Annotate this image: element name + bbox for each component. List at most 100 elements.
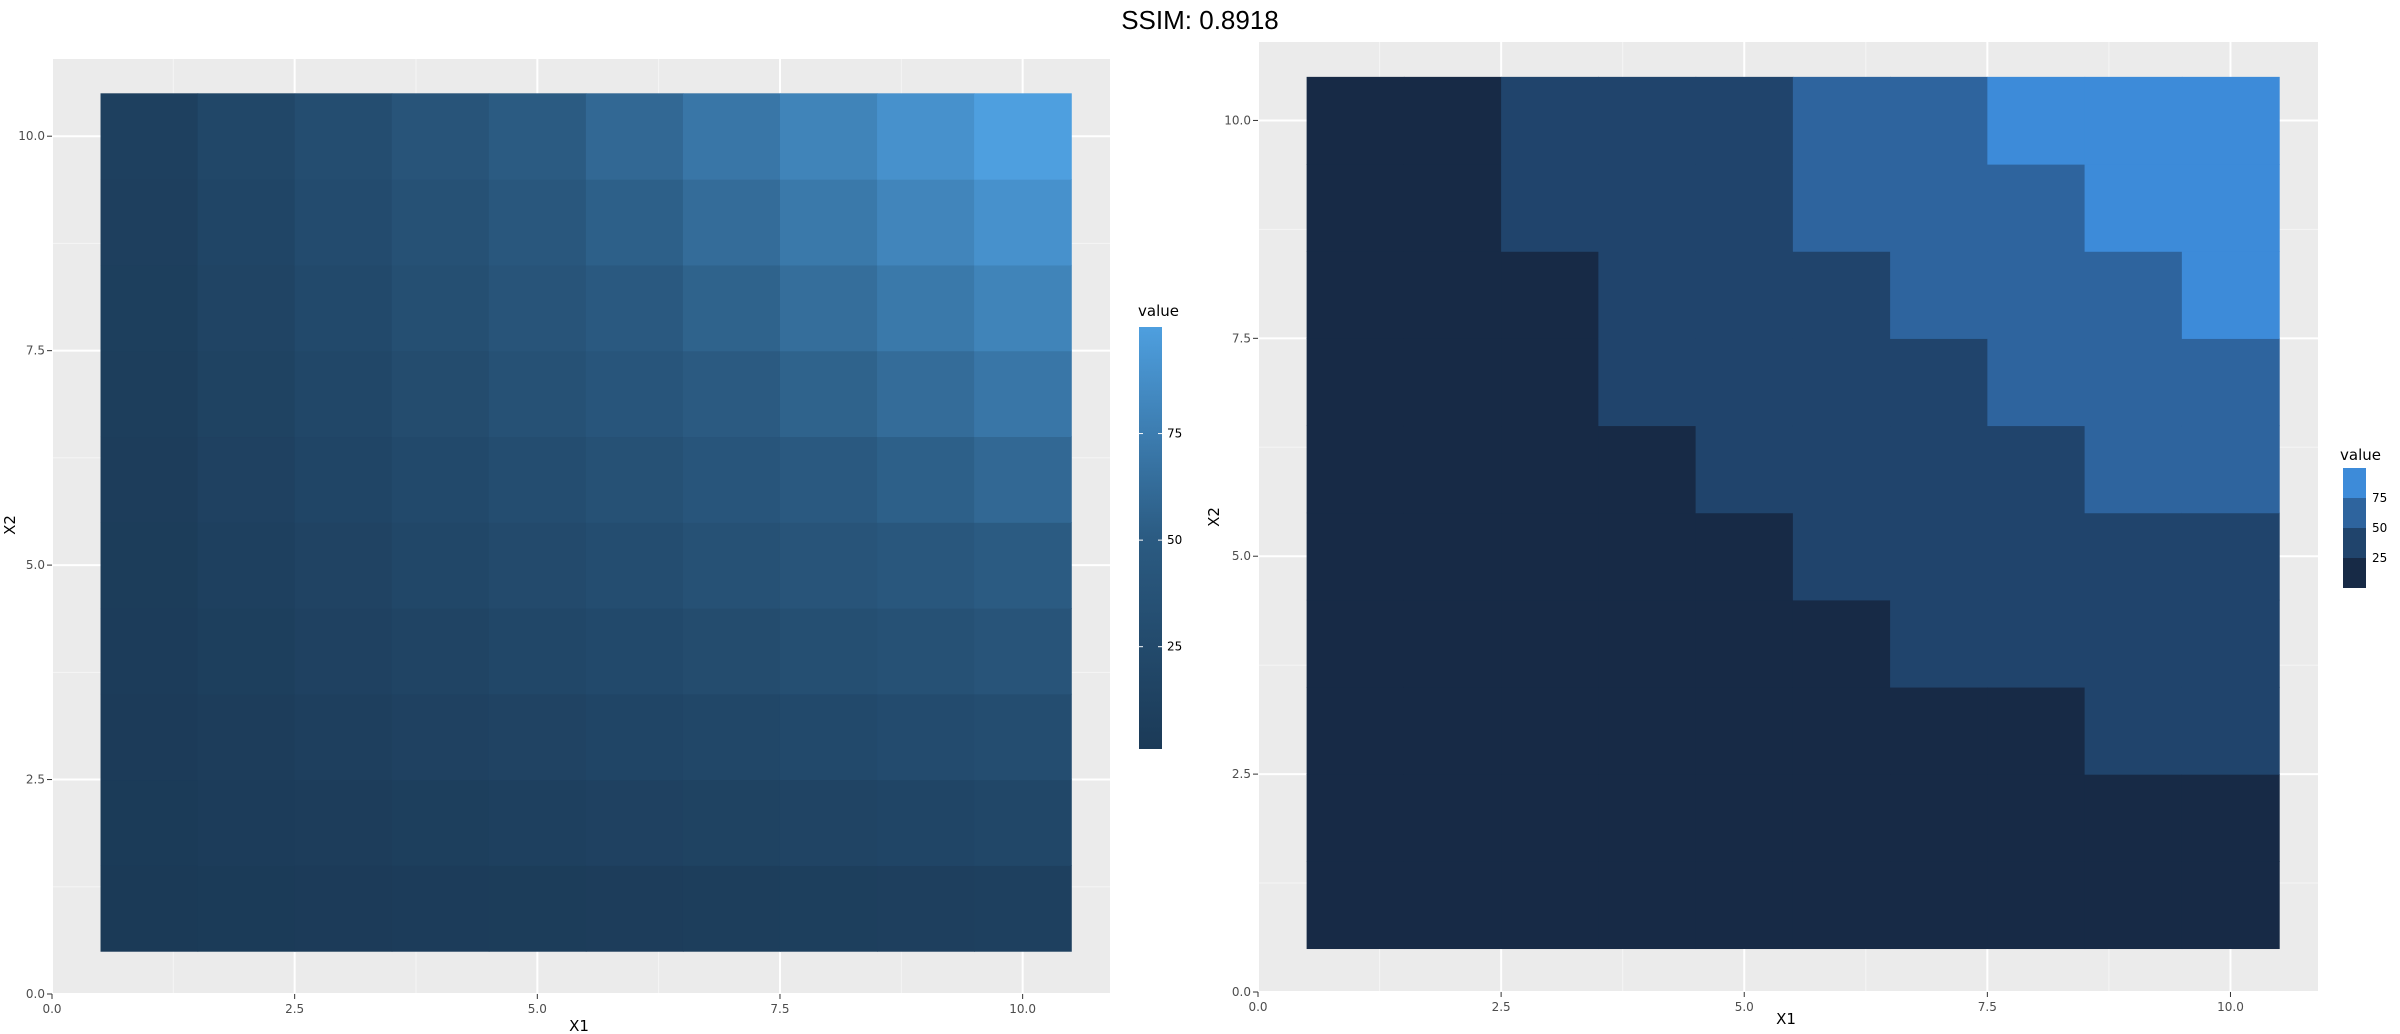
heatmap-cell — [1695, 164, 1794, 252]
heatmap-cell — [2181, 76, 2280, 165]
heatmap-cell — [1695, 425, 1794, 514]
heatmap-cell — [197, 522, 296, 609]
heatmap-cell — [1792, 251, 1891, 339]
legend-key — [2343, 468, 2366, 498]
heatmap-cell — [2084, 686, 2183, 775]
left-legend-colorbar — [1139, 327, 1162, 749]
x-tick-label: 7.5 — [1978, 1000, 1997, 1014]
heatmap-cell — [1598, 338, 1697, 427]
heatmap-cell — [2181, 251, 2280, 339]
heatmap-cell — [585, 522, 684, 609]
heatmap-cell — [294, 865, 393, 952]
legend-label: 75 — [2372, 491, 2387, 505]
heatmap-cell — [1598, 425, 1697, 514]
x-tick-label: 5.0 — [1735, 1000, 1754, 1014]
heatmap-cell — [391, 779, 490, 866]
x-tick-label: 2.5 — [285, 1002, 304, 1016]
heatmap-cell — [1403, 512, 1502, 601]
heatmap-cell — [294, 522, 393, 609]
y-tick-label: 2.5 — [1232, 767, 1251, 781]
heatmap-cell — [1890, 338, 1988, 427]
legend-label: 25 — [1167, 640, 1182, 654]
heatmap-cell — [585, 865, 684, 952]
heatmap-cell — [100, 865, 199, 952]
heatmap-cell — [391, 693, 490, 781]
heatmap-cell — [1306, 861, 1405, 950]
legend-label: 25 — [2372, 551, 2387, 565]
legend-key — [2343, 498, 2366, 528]
heatmap-cell — [2181, 599, 2280, 688]
heatmap-cell — [1890, 76, 1988, 165]
heatmap-cell — [682, 264, 781, 352]
heatmap-cell — [1306, 599, 1405, 688]
heatmap-cell — [1987, 861, 2086, 950]
heatmap-cell — [2084, 76, 2183, 165]
heatmap-cell — [488, 522, 587, 609]
heatmap-cell — [1598, 861, 1697, 950]
left-y-axis-title: X2 — [1, 515, 19, 535]
heatmap-cell — [1792, 76, 1891, 165]
heatmap-cell — [2084, 164, 2183, 252]
heatmap-cell — [294, 436, 393, 523]
heatmap-cell — [2084, 251, 2183, 339]
heatmap-cell — [488, 264, 587, 352]
left-y-axis-ticks: 0.0 2.5 5.0 7.5 10.0 — [18, 129, 52, 1001]
left-x-axis-title: X1 — [569, 1017, 589, 1034]
heatmap-cell — [197, 93, 296, 180]
y-tick-label: 10.0 — [18, 129, 45, 143]
heatmap-cell — [974, 436, 1072, 523]
heatmap-cell — [100, 179, 199, 266]
heatmap-cell — [294, 693, 393, 781]
heatmap-cell — [1403, 251, 1502, 339]
heatmap-cell — [779, 607, 878, 695]
heatmap-cell — [1792, 861, 1891, 950]
heatmap-cell — [2181, 164, 2280, 252]
heatmap-cell — [1403, 425, 1502, 514]
heatmap-cell — [2084, 512, 2183, 601]
heatmap-cell — [2084, 425, 2183, 514]
heatmap-cell — [585, 93, 684, 180]
heatmap-cell — [1695, 76, 1794, 165]
ssim-title: SSIM: 0.8918 — [1121, 5, 1279, 35]
legend-label: 50 — [2372, 521, 2387, 535]
heatmap-cell — [1792, 164, 1891, 252]
left-heatmap-panel: 0.0 2.5 5.0 7.5 10.0 0.02.55.07.510.0 X1 X2 … — [1, 59, 1182, 1034]
heatmap-cell — [100, 693, 199, 781]
x-tick-label: 5.0 — [528, 1002, 547, 1016]
heatmap-cell — [197, 350, 296, 438]
heatmap-cell — [391, 93, 490, 180]
right-legend-labels: 75 50 25 — [2372, 491, 2387, 565]
heatmap-cell — [877, 179, 975, 266]
heatmap-cell — [877, 93, 975, 180]
heatmap-cell — [877, 522, 975, 609]
heatmap-cell — [488, 179, 587, 266]
heatmap-cell — [1792, 338, 1891, 427]
right-heatmap-cells — [1306, 76, 2280, 950]
heatmap-cell — [682, 779, 781, 866]
heatmap-cell — [1403, 164, 1502, 252]
heatmap-cell — [1403, 774, 1502, 862]
heatmap-cell — [1792, 686, 1891, 775]
heatmap-cell — [1306, 251, 1405, 339]
y-tick-label: 7.5 — [26, 344, 45, 358]
legend-label: 50 — [1167, 533, 1182, 547]
right-legend: value 75 50 25 — [2340, 446, 2387, 588]
heatmap-cell — [391, 350, 490, 438]
heatmap-cell — [1987, 512, 2086, 601]
heatmap-cell — [100, 93, 199, 180]
heatmap-cell — [1987, 599, 2086, 688]
heatmap-cell — [1987, 164, 2086, 252]
heatmap-cell — [197, 264, 296, 352]
heatmap-cell — [974, 350, 1072, 438]
heatmap-cell — [100, 264, 199, 352]
heatmap-cell — [2084, 599, 2183, 688]
left-x-axis-ticks: 0.0 2.5 5.0 7.5 10.0 — [42, 994, 1036, 1016]
heatmap-cell — [1792, 512, 1891, 601]
heatmap-cell — [1501, 861, 1599, 950]
heatmap-cell — [779, 865, 878, 952]
heatmap-cell — [1890, 599, 1988, 688]
heatmap-cell — [779, 693, 878, 781]
heatmap-cell — [197, 436, 296, 523]
heatmap-cell — [2181, 512, 2280, 601]
heatmap-cell — [585, 693, 684, 781]
